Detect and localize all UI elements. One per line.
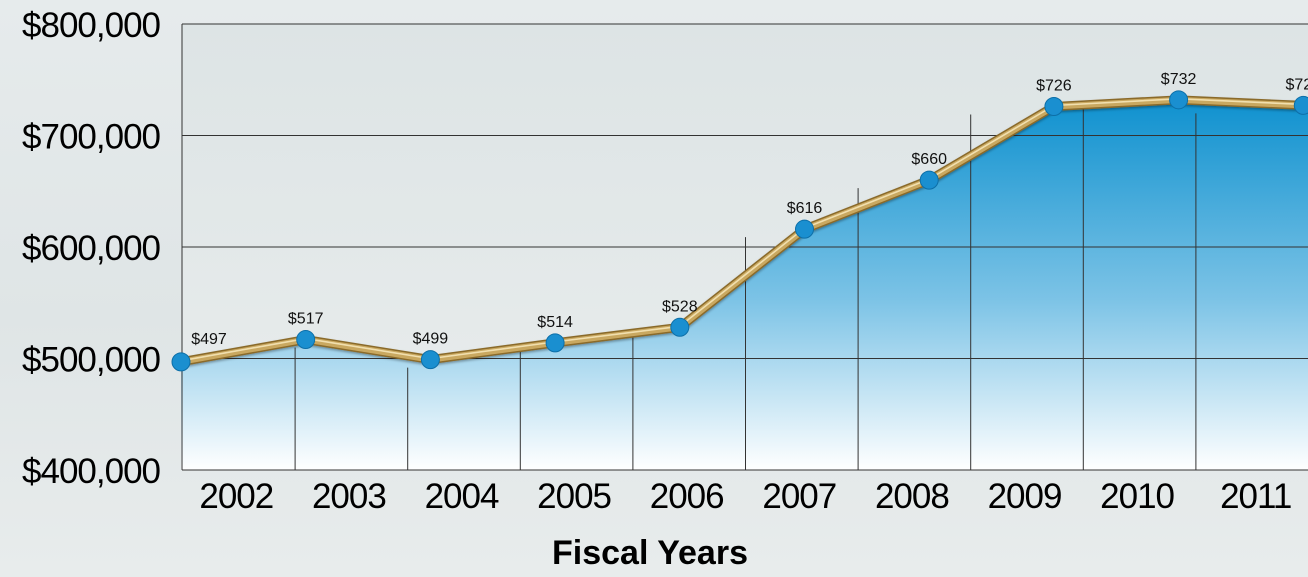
y-tick-label: $500,000 xyxy=(22,341,161,380)
data-point-2005 xyxy=(545,333,565,353)
data-label-2010: $732 xyxy=(1161,71,1197,88)
data-label-2009: $726 xyxy=(1036,78,1072,95)
data-label-2007: $616 xyxy=(787,200,823,217)
x-tick-label-2005: 2005 xyxy=(537,477,611,516)
x-axis-title: Fiscal Years xyxy=(552,534,748,572)
data-label-2004: $499 xyxy=(413,331,449,348)
x-tick-label-2003: 2003 xyxy=(312,477,386,516)
y-tick-label: $400,000 xyxy=(22,452,161,491)
x-tick-label-2010: 2010 xyxy=(1100,477,1174,516)
data-point-2004 xyxy=(420,350,440,370)
data-label-2008: $660 xyxy=(911,151,947,168)
data-point-2002 xyxy=(171,352,191,372)
y-tick-label: $600,000 xyxy=(22,229,161,268)
data-label-2006: $528 xyxy=(662,298,698,315)
x-tick-label-2009: 2009 xyxy=(988,477,1062,516)
data-label-2005: $514 xyxy=(537,314,573,331)
x-tick-label-2007: 2007 xyxy=(762,477,836,516)
x-tick-label-2011: 2011 xyxy=(1220,477,1291,516)
x-tick-label-2004: 2004 xyxy=(425,477,499,516)
data-point-2003 xyxy=(296,330,316,350)
x-tick-label-2008: 2008 xyxy=(875,477,949,516)
y-axis-ticks: $400,000 $500,000 $600,000 $700,000 $800,000 xyxy=(22,6,162,491)
data-label-2002: $497 xyxy=(191,331,227,348)
y-tick-label: $700,000 xyxy=(22,118,161,157)
x-tick-label-2002: 2002 xyxy=(199,477,273,516)
data-label-layer: $497 $517 $499 $514 $528 $616 $660 $726 $732 $727 xyxy=(191,71,1308,348)
data-point-2010 xyxy=(1169,90,1189,110)
area-fill xyxy=(181,99,1308,470)
marker-layer xyxy=(171,90,1308,372)
x-axis-ticks: 2002 2003 2004 2005 2006 2007 2008 2009 2010 2011 xyxy=(199,477,1292,516)
data-label-2003: $517 xyxy=(288,311,324,328)
x-tick-label-2006: 2006 xyxy=(650,477,724,516)
data-point-2007 xyxy=(795,219,814,239)
data-point-2009 xyxy=(1044,97,1064,117)
data-point-2008 xyxy=(919,170,939,190)
grid-layer xyxy=(181,23,1308,471)
data-label-2011: $727 xyxy=(1286,76,1308,93)
data-point-2006 xyxy=(670,317,690,337)
y-tick-label: $800,000 xyxy=(22,6,161,45)
data-point-2011 xyxy=(1293,95,1308,115)
